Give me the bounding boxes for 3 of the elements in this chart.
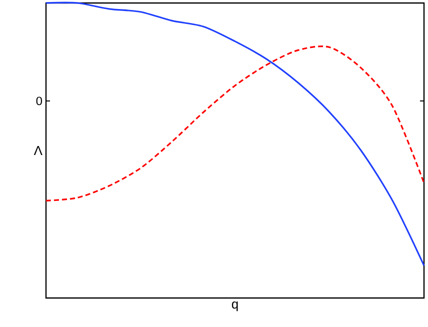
- x-axis-title: q: [232, 302, 238, 312]
- text: 0: [36, 96, 42, 106]
- y-axis-title: Λ: [34, 146, 42, 155]
